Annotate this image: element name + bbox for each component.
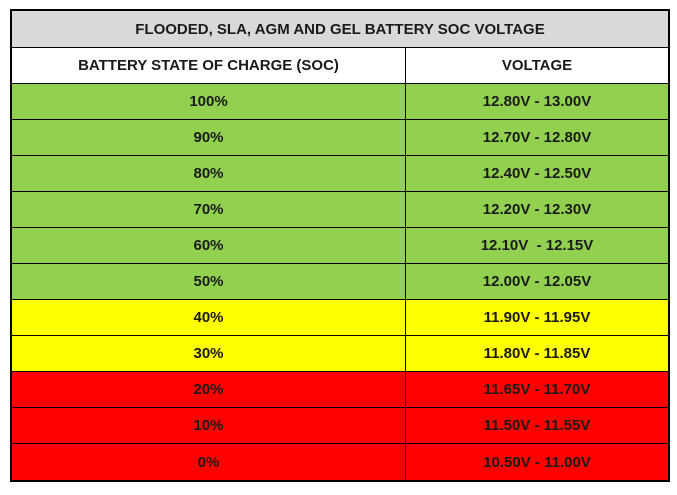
- voltage-cell: 11.90V - 11.95V: [483, 309, 591, 326]
- voltage-cell: 12.70V - 12.80V: [482, 129, 592, 146]
- soc-table: FLOODED, SLA, AGM AND GEL BATTERY SOC VO…: [10, 9, 670, 482]
- soc-cell: 50%: [12, 264, 406, 299]
- data-row: 10% 11.50V - 11.55V: [12, 407, 668, 443]
- data-row: 20% 11.65V - 11.70V: [12, 371, 668, 407]
- soc-cell: 40%: [12, 300, 406, 335]
- voltage-cell: 12.20V - 12.30V: [482, 201, 592, 218]
- voltage-cell: 11.50V - 11.55V: [483, 417, 591, 434]
- title-row: FLOODED, SLA, AGM AND GEL BATTERY SOC VO…: [12, 11, 668, 47]
- column-header: BATTERY STATE OF CHARGE (SOC): [12, 48, 406, 83]
- table-title: FLOODED, SLA, AGM AND GEL BATTERY SOC VO…: [12, 11, 668, 47]
- soc-cell: 60%: [12, 228, 406, 263]
- voltage-cell: 12.10V - 12.15V: [480, 237, 594, 254]
- data-row: 70% 12.20V - 12.30V: [12, 191, 668, 227]
- soc-cell: 80%: [12, 156, 406, 191]
- voltage-cell: 12.00V - 12.05V: [482, 273, 592, 290]
- soc-cell: 30%: [12, 336, 406, 371]
- voltage-cell: 12.40V - 12.50V: [482, 165, 592, 182]
- column-header: VOLTAGE: [501, 57, 573, 74]
- voltage-cell: 10.50V - 11.00V: [483, 453, 591, 471]
- voltage-cell: 12.80V - 13.00V: [482, 93, 592, 110]
- data-row: 50% 12.00V - 12.05V: [12, 263, 668, 299]
- soc-cell: 0%: [12, 444, 406, 480]
- soc-cell: 70%: [12, 192, 406, 227]
- data-row: 40% 11.90V - 11.95V: [12, 299, 668, 335]
- data-row: 80% 12.40V - 12.50V: [12, 155, 668, 191]
- soc-cell: 10%: [12, 408, 406, 443]
- data-row: 0% 10.50V - 11.00V: [12, 443, 668, 480]
- data-row: 30% 11.80V - 11.85V: [12, 335, 668, 371]
- voltage-cell: 11.65V - 11.70V: [483, 381, 591, 398]
- voltage-cell: 11.80V - 11.85V: [483, 345, 591, 362]
- data-row: 100% 12.80V - 13.00V: [12, 83, 668, 119]
- data-row: 90% 12.70V - 12.80V: [12, 119, 668, 155]
- data-row: 60% 12.10V - 12.15V: [12, 227, 668, 263]
- soc-cell: 90%: [12, 120, 406, 155]
- header-row: BATTERY STATE OF CHARGE (SOC) VOLTAGE: [12, 47, 668, 83]
- soc-cell: 100%: [12, 84, 406, 119]
- soc-cell: 20%: [12, 372, 406, 407]
